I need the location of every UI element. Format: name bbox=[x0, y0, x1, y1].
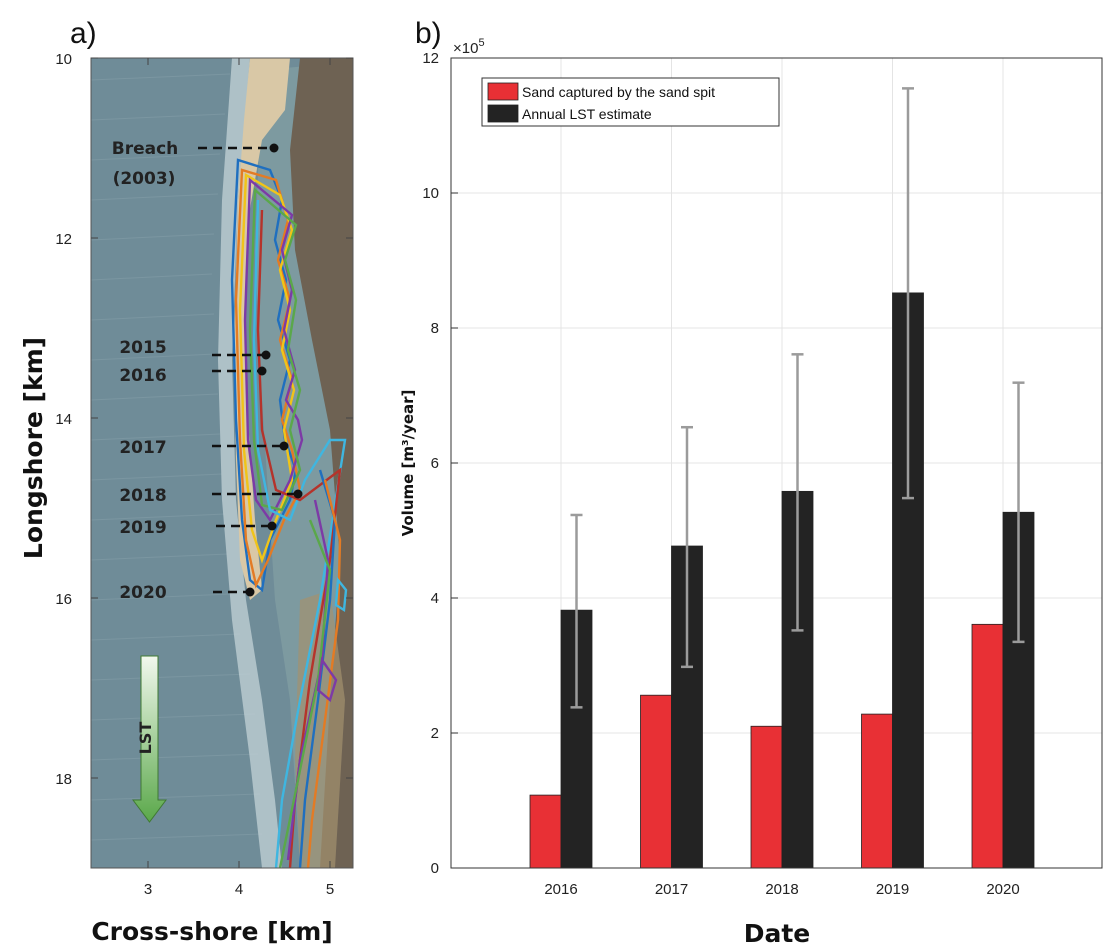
y-tick-8: 8 bbox=[431, 320, 439, 337]
y-axis-label: Volume [m³/year] bbox=[399, 390, 417, 537]
x-tick-2016: 2016 bbox=[544, 881, 577, 898]
breach-year-label: (2003) bbox=[113, 169, 176, 189]
map-ytick-10: 10 bbox=[55, 51, 72, 68]
shoreline-5 bbox=[248, 187, 302, 512]
error-bars bbox=[570, 87, 1025, 709]
bar-sand-captured-2018 bbox=[750, 725, 783, 869]
x-tick-2018: 2018 bbox=[765, 881, 798, 898]
x-tick-2017: 2017 bbox=[655, 881, 688, 898]
legend-box bbox=[481, 77, 780, 127]
bar-chart-panel: b) ×105 0 2 4 6 8 10 12 2016 2017 2018 2019 2020 D… bbox=[399, 17, 1103, 948]
plot-frame bbox=[450, 57, 1103, 869]
wave-texture bbox=[91, 73, 263, 841]
year-label-2018: 2018 bbox=[119, 486, 166, 506]
shoreline-2 bbox=[234, 168, 302, 589]
map-xtick-3: 3 bbox=[144, 881, 152, 898]
map-ytick-14: 14 bbox=[55, 411, 72, 428]
x-tick-2019: 2019 bbox=[876, 881, 909, 898]
lst-arrow: LST bbox=[132, 655, 167, 823]
map-xtick-5: 5 bbox=[326, 881, 334, 898]
year-label-2019: 2019 bbox=[119, 518, 166, 538]
shoreline-11 bbox=[278, 519, 332, 868]
shorelines bbox=[230, 158, 348, 868]
map-x-tick-labels: 3 4 5 bbox=[144, 881, 334, 898]
map-xtick-4: 4 bbox=[235, 881, 243, 898]
y-tick-0: 0 bbox=[431, 860, 439, 877]
y-tick-6: 6 bbox=[431, 455, 439, 472]
legend-label-sand: Sand captured by the sand spit bbox=[522, 84, 715, 100]
legend-label-lst: Annual LST estimate bbox=[522, 106, 652, 122]
y-tick-labels: 0 2 4 6 8 10 12 bbox=[422, 50, 439, 877]
legend-swatch-sand bbox=[487, 82, 519, 101]
y-tick-2: 2 bbox=[431, 725, 439, 742]
spit-tip-lines bbox=[198, 146, 298, 594]
breach-label: Breach bbox=[112, 139, 179, 159]
x-tick-labels: 2016 2017 2018 2019 2020 bbox=[544, 881, 1019, 898]
satellite-map: LST bbox=[91, 58, 353, 868]
map-y-axis-label: Longshore [km] bbox=[19, 337, 48, 559]
y-multiplier-exponent: 5 bbox=[478, 37, 484, 49]
panel-label-a: a) bbox=[70, 17, 97, 50]
legend-swatch-lst bbox=[487, 104, 519, 123]
sand-spit bbox=[234, 58, 290, 600]
shoreline-3 bbox=[238, 172, 296, 564]
spit-tip-markers bbox=[245, 143, 303, 597]
shoreline-12 bbox=[316, 656, 338, 703]
lst-label: LST bbox=[136, 722, 155, 755]
year-label-2015: 2015 bbox=[119, 338, 166, 358]
shoreline-6 bbox=[252, 199, 347, 868]
map-ytick-12: 12 bbox=[55, 231, 72, 248]
shoreline-9 bbox=[306, 479, 342, 868]
y-tick-10: 10 bbox=[422, 185, 439, 202]
shoreline-13 bbox=[334, 576, 348, 613]
bar-sand-captured-2020 bbox=[971, 623, 1004, 869]
map-ytick-16: 16 bbox=[55, 591, 72, 608]
legend: Sand captured by the sand spit Annual LS… bbox=[481, 77, 780, 127]
year-label-2020: 2020 bbox=[119, 583, 166, 603]
panel-label-b: b) bbox=[415, 17, 442, 50]
map-tick-marks bbox=[91, 57, 353, 868]
map-ytick-18: 18 bbox=[55, 771, 72, 788]
bar-sand-captured-2017 bbox=[640, 694, 672, 869]
shoreline-1 bbox=[230, 158, 298, 593]
shoreline-7 bbox=[256, 209, 342, 868]
bar-sand-captured-2019 bbox=[861, 713, 893, 869]
y-axis-multiplier: ×105 bbox=[453, 37, 485, 57]
year-label-2016: 2016 bbox=[119, 366, 166, 386]
map-x-axis-label: Cross-shore [km] bbox=[91, 917, 332, 946]
year-label-2017: 2017 bbox=[119, 438, 166, 458]
map-frame bbox=[90, 57, 354, 869]
map-panel: a) bbox=[19, 17, 354, 946]
y-tick-12: 12 bbox=[422, 50, 439, 67]
y-multiplier-base: ×10 bbox=[453, 40, 478, 57]
map-y-tick-labels: 10 12 14 16 18 bbox=[55, 51, 72, 788]
x-axis-label: Date bbox=[744, 919, 811, 948]
y-tick-4: 4 bbox=[431, 590, 439, 607]
bar-sand-captured-2016 bbox=[529, 794, 562, 869]
x-tick-2020: 2020 bbox=[986, 881, 1019, 898]
